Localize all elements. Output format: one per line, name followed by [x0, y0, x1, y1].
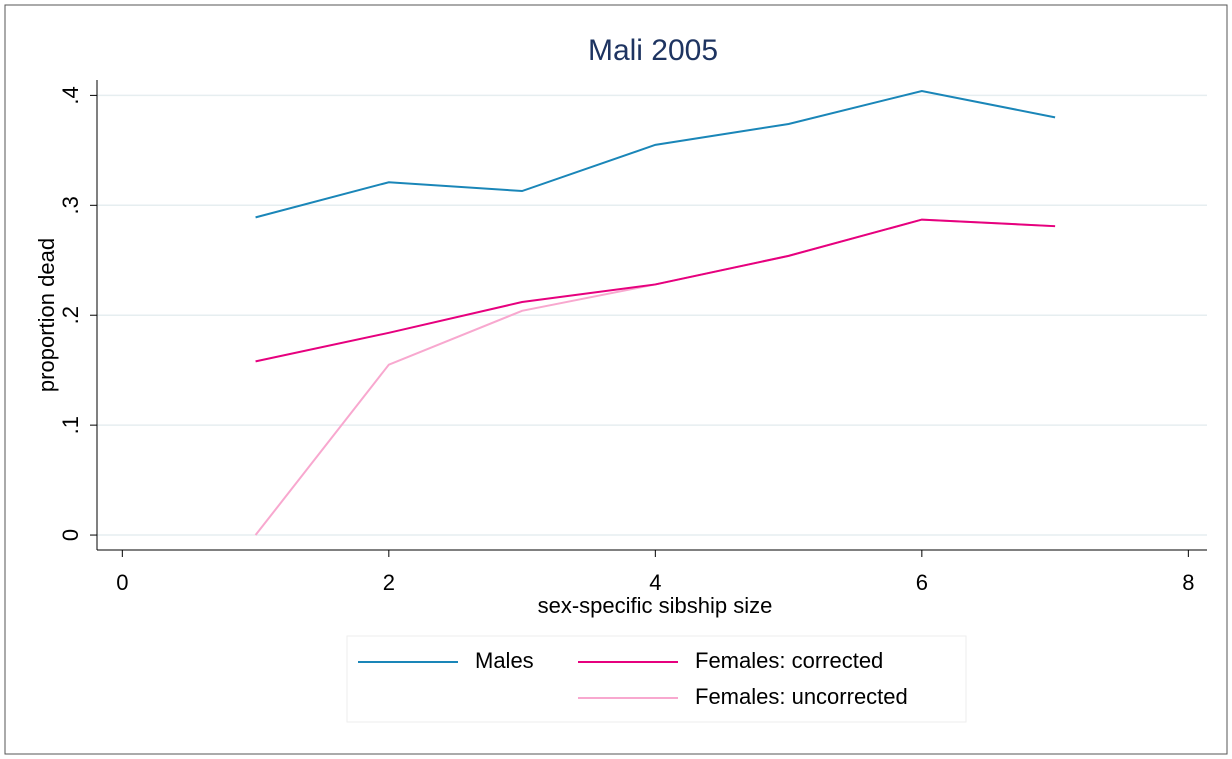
chart-title: Mali 2005: [588, 34, 718, 67]
y-tick-label: .1: [58, 416, 83, 434]
series-line: [255, 218, 1056, 363]
legend-label: Males: [475, 648, 534, 673]
y-tick-label: .3: [58, 196, 83, 214]
y-tick-label: .2: [58, 306, 83, 324]
x-axis-title: sex-specific sibship size: [538, 593, 773, 618]
series-line: [255, 89, 1056, 219]
x-tick-label: 6: [916, 570, 928, 595]
y-tick-label: .4: [58, 86, 83, 104]
x-tick-label: 4: [649, 570, 661, 595]
x-tick-label: 0: [116, 570, 128, 595]
x-tick-label: 2: [383, 570, 395, 595]
y-axis-title: proportion dead: [34, 238, 59, 392]
y-tick-label: 0: [58, 529, 83, 541]
legend: [346, 635, 967, 723]
legend-label: Females: corrected: [695, 648, 883, 673]
legend-label: Females: uncorrected: [695, 684, 908, 709]
x-tick-label: 8: [1182, 570, 1194, 595]
frame: [4, 4, 1228, 755]
